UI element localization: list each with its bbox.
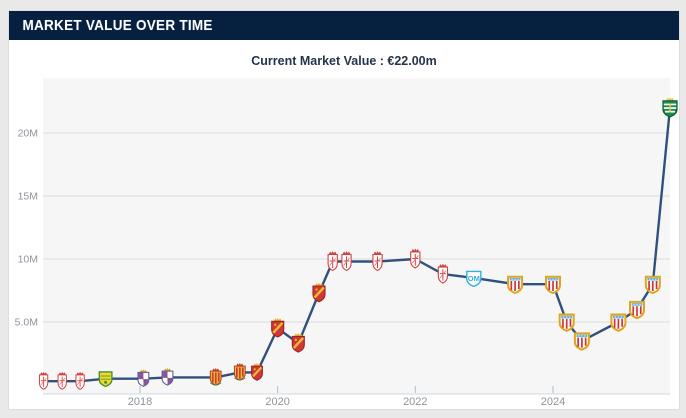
crest-almeria-icon[interactable] [507, 275, 524, 295]
crest-granada-icon[interactable] [57, 371, 67, 390]
crest-granada-icon[interactable] [437, 263, 449, 284]
crest-zaragoza-icon[interactable] [312, 282, 326, 303]
crest-almeria-icon[interactable] [558, 313, 575, 332]
crest-zaragoza-icon[interactable] [291, 333, 305, 353]
crest-zaragoza-icon[interactable] [271, 317, 285, 338]
crest-nastic-icon[interactable] [233, 363, 246, 381]
crest-almeria-icon[interactable] [629, 300, 645, 320]
crest-granada-icon[interactable] [38, 371, 49, 390]
crest-leones-icon[interactable] [98, 371, 113, 388]
y-tick-label: 15M [18, 191, 38, 203]
y-tick-label: 10M [18, 254, 38, 266]
svg-text:OM: OM [468, 274, 480, 283]
x-tick-label: 2024 [541, 396, 565, 408]
crest-zaragoza-icon[interactable] [251, 363, 263, 381]
current-market-value-text: Current Market Value : €22.00m [251, 54, 437, 68]
crest-granada-icon[interactable] [341, 251, 352, 272]
section-title: MARKET VALUE OVER TIME [22, 17, 213, 34]
crest-valladolid-icon[interactable] [161, 368, 174, 386]
crest-almeria-icon[interactable] [545, 275, 561, 295]
y-tick-label: 5.0M [15, 317, 38, 329]
crest-nastic-icon[interactable] [209, 368, 222, 386]
x-tick-label: 2020 [265, 396, 289, 408]
crest-marseille-icon[interactable]: OM [466, 270, 482, 288]
crest-granada-icon[interactable] [75, 371, 85, 390]
crest-almeria-icon[interactable] [644, 275, 661, 295]
crest-granada-icon[interactable] [372, 251, 383, 272]
crest-almeria-icon[interactable] [610, 313, 627, 332]
crest-valladolid-icon[interactable] [137, 369, 150, 387]
crest-granada-icon[interactable] [327, 251, 338, 272]
crest-sporting-cp-icon[interactable] [662, 97, 678, 118]
x-tick-label: 2018 [128, 396, 152, 408]
y-tick-label: 20M [18, 128, 38, 140]
section-header: MARKET VALUE OVER TIME [9, 11, 679, 40]
crest-granada-icon[interactable] [410, 248, 421, 269]
x-tick-label: 2022 [403, 396, 427, 408]
plot-area [43, 78, 670, 394]
crest-almeria-icon[interactable] [573, 332, 590, 351]
